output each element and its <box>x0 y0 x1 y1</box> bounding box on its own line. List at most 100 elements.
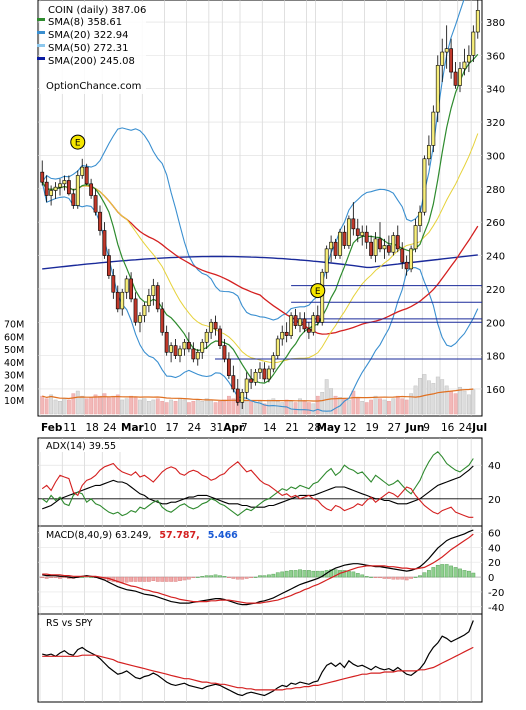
macd-histogram-bar <box>369 576 373 578</box>
x-axis-label: Apr <box>223 422 245 434</box>
volume-bar <box>427 380 431 415</box>
adx-title-bg <box>40 440 122 452</box>
macd-histogram-bar <box>320 570 325 578</box>
candle-body <box>378 238 382 250</box>
x-axis-label: 17 <box>165 422 178 434</box>
volume-bar <box>458 386 462 415</box>
adx-y-tick: 20 <box>488 495 501 506</box>
macd-histogram-bar <box>431 567 436 578</box>
candle-body <box>182 341 187 350</box>
volume-bar <box>355 397 360 415</box>
price-y-tick: 280 <box>486 185 505 196</box>
macd-histogram-bar <box>422 572 427 578</box>
volume-bar <box>133 397 138 415</box>
volume-bar <box>280 402 285 415</box>
macd-histogram-bar <box>142 576 147 582</box>
candle-body <box>124 278 129 293</box>
macd-y-tick: -20 <box>488 588 504 599</box>
macd-title-main: MACD(8,40,9) 63.249, <box>46 530 151 541</box>
candle-body <box>395 235 400 250</box>
earnings-marker <box>70 134 86 150</box>
candle-body <box>106 255 111 276</box>
macd-histogram-bar <box>360 574 365 578</box>
macd-histogram-bar <box>471 572 476 578</box>
candle-body <box>195 351 200 360</box>
macd-histogram-bar <box>462 570 467 578</box>
macd-signal-line <box>42 533 474 604</box>
volume-bars <box>40 374 476 415</box>
candle-body <box>178 348 182 356</box>
volume-y-tick: 50M <box>4 345 24 356</box>
volume-bar <box>75 390 80 415</box>
volume-bar <box>178 398 182 415</box>
candle-body <box>262 368 267 380</box>
candle-body <box>404 261 409 270</box>
volume-bar <box>173 401 178 415</box>
earnings-markers: EE <box>70 134 326 299</box>
macd-histogram-bar <box>449 565 453 578</box>
macd-y-tick: 20 <box>488 558 501 569</box>
volume-bar <box>186 402 191 415</box>
volume-bar <box>111 395 116 415</box>
candle-body <box>71 193 76 206</box>
macd-histogram-bar <box>467 570 471 578</box>
macd-histogram-bar <box>404 576 409 581</box>
volume-bar <box>395 395 400 415</box>
volume-bar <box>320 392 325 415</box>
candle-body <box>164 331 169 353</box>
candle-body <box>258 368 262 373</box>
volume-bar <box>302 401 307 415</box>
candle-body <box>298 318 302 326</box>
macd-histogram-bar <box>44 576 49 579</box>
volume-bar <box>440 379 445 415</box>
macd-histogram-bar <box>364 576 369 578</box>
candle-body <box>471 31 476 56</box>
candle-body <box>355 228 360 236</box>
macd-histogram-bar <box>124 576 129 583</box>
price-y-tick: 240 <box>486 252 505 263</box>
macd-histogram-bar <box>262 575 267 578</box>
x-axis-label: Jul <box>471 422 487 434</box>
price-y-tick: 380 <box>486 18 505 29</box>
volume-bar <box>129 395 134 415</box>
candle-body <box>231 375 236 390</box>
volume-bar <box>93 394 98 415</box>
macd-histogram-bar <box>62 576 67 579</box>
macd-histogram-bar <box>231 576 236 579</box>
candle-body <box>431 111 436 146</box>
volume-bar <box>391 398 396 415</box>
volume-y-tick: 60M <box>4 332 24 343</box>
legend: SMA(8) 358.61 SMA(20) 322.94 SMA(50) 272.3… <box>37 17 135 67</box>
candle-body <box>84 166 89 185</box>
macd-histogram-bar <box>138 576 142 582</box>
volume-bar <box>267 399 271 415</box>
macd-histogram-bar <box>191 576 196 579</box>
candle-body <box>351 218 356 230</box>
adx-y-tick: 40 <box>488 461 501 472</box>
candle-body <box>62 180 67 185</box>
candle-body <box>284 331 289 336</box>
candle-body <box>400 248 405 263</box>
volume-bar <box>387 401 391 415</box>
macd-histogram-bar <box>258 575 262 578</box>
candle-body <box>253 371 258 383</box>
macd-title-bg <box>40 528 270 540</box>
candle-body <box>98 211 102 231</box>
candle-body <box>75 175 80 206</box>
candle-body <box>426 145 431 160</box>
candle-body <box>418 211 422 226</box>
candle-body <box>244 378 249 393</box>
sma8-line <box>41 53 479 384</box>
candle-body <box>213 321 218 330</box>
candle-body <box>346 218 351 246</box>
candle-body <box>169 345 174 353</box>
macd-histogram-bar <box>89 576 94 578</box>
adx-adx-line <box>42 465 474 510</box>
volume-bar <box>195 399 200 415</box>
macd-histogram-bar <box>440 564 445 578</box>
candle-body <box>89 183 94 196</box>
volume-bar <box>404 399 409 415</box>
price-y-tick: 200 <box>486 318 505 329</box>
